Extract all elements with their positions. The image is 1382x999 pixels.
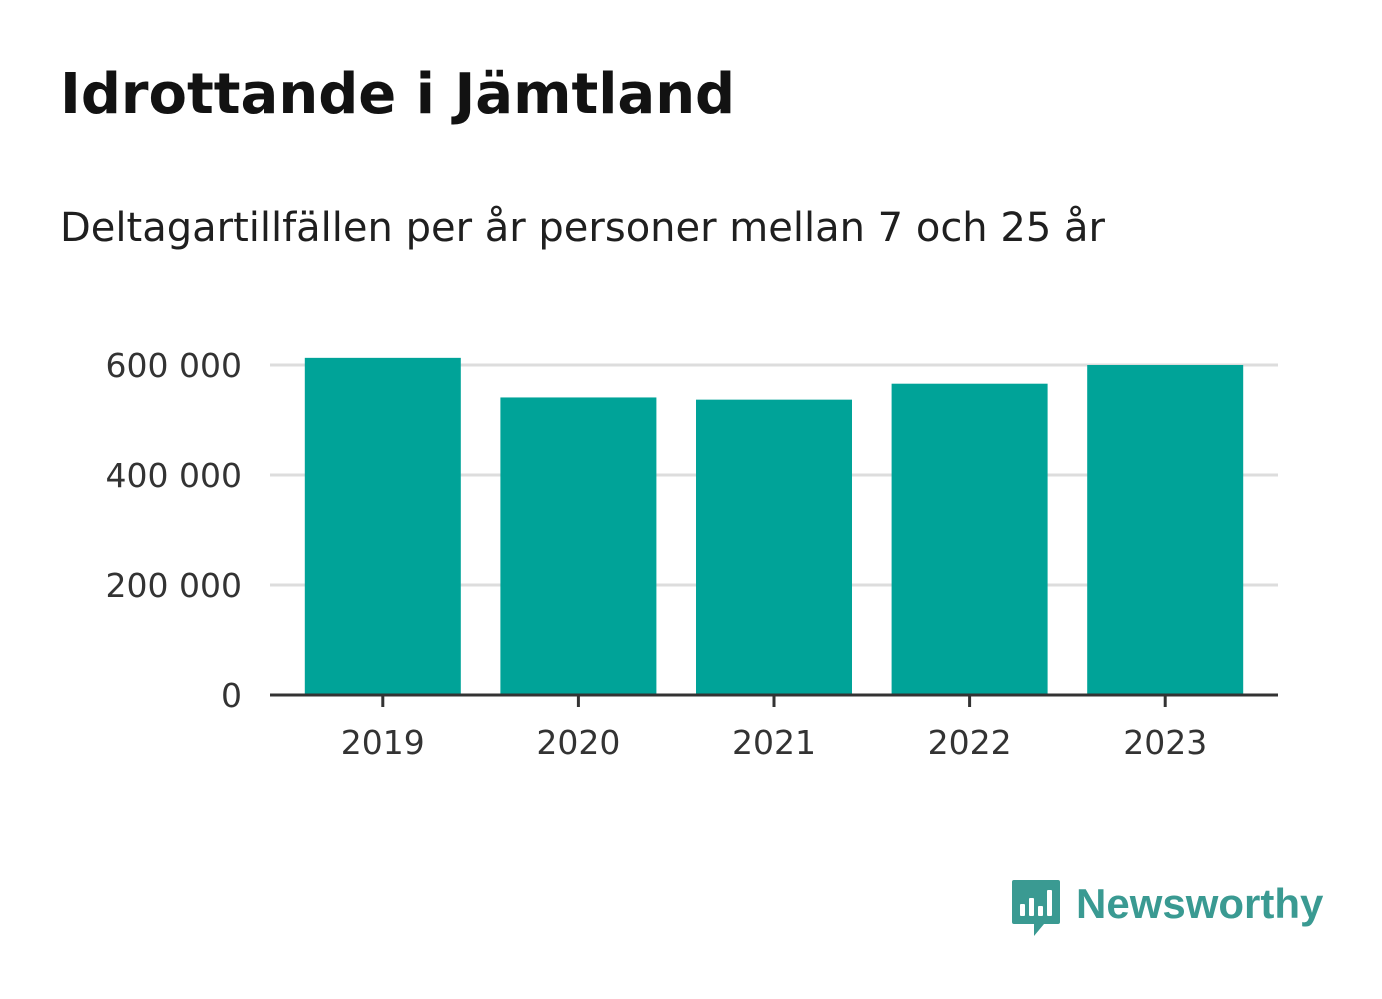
newsworthy-logo-icon xyxy=(1012,880,1060,936)
y-tick-label: 400 000 xyxy=(106,456,242,495)
bar xyxy=(696,399,852,695)
bar xyxy=(1087,365,1244,695)
chart-subtitle: Deltagartillfällen per år personer mella… xyxy=(60,205,1105,251)
bar xyxy=(500,397,657,695)
axes: 0 200 000 400 000 600 000 2019 2020 2021 2022 20… xyxy=(106,346,1278,762)
x-tick-label: 2020 xyxy=(536,723,620,762)
y-tick-label: 600 000 xyxy=(106,346,242,385)
newsworthy-brand: Newsworthy xyxy=(1010,878,1323,940)
x-tick-label: 2021 xyxy=(732,723,816,762)
y-tick-label: 0 xyxy=(221,676,242,715)
bar xyxy=(891,383,1048,695)
bar xyxy=(304,357,461,695)
y-tick-label: 200 000 xyxy=(106,566,242,605)
x-tick-label: 2023 xyxy=(1123,723,1207,762)
brand-name: Newsworthy xyxy=(1076,880,1324,927)
bars xyxy=(304,357,1244,695)
chart-title: Idrottande i Jämtland xyxy=(60,62,736,127)
x-tick-label: 2022 xyxy=(928,723,1012,762)
x-tick-label: 2019 xyxy=(341,723,425,762)
